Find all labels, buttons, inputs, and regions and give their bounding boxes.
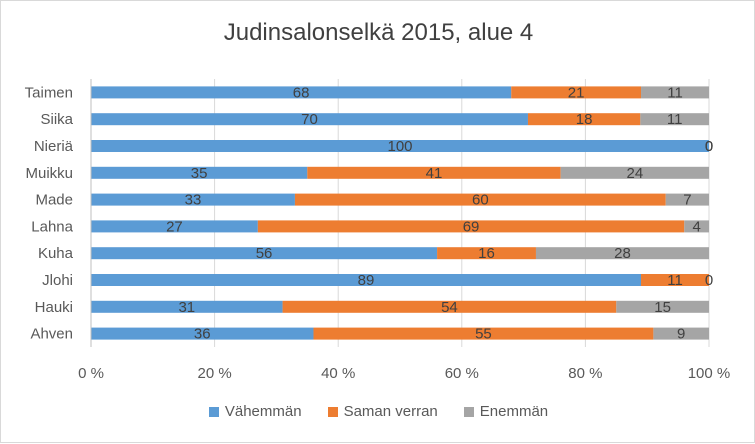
data-label: 11 [667,272,683,289]
data-label: 0 [705,138,713,155]
bar-segment [560,166,709,179]
legend-label: Saman verran [343,403,438,420]
x-tick-label: 80 % [568,365,602,382]
legend-swatch [208,406,219,417]
data-label: 24 [626,165,643,182]
bar-segment [257,220,685,233]
bar-segment [91,300,283,313]
category-label: Lahna [31,218,73,235]
legend-label: Vähemmän [224,403,302,420]
data-label: 7 [683,192,691,209]
category-label: Ahven [30,326,73,343]
category-label: Taimen [25,84,73,101]
bar-segment [641,274,709,286]
legend-label: Enemmän [479,403,549,420]
x-tick-label: 40 % [321,365,355,382]
data-label: 16 [478,245,495,262]
data-label: 41 [426,165,443,182]
bar-segment [684,220,709,233]
data-label: 69 [463,218,480,235]
bar-segment [653,327,709,340]
data-label: 33 [185,192,202,209]
category-label: Jlohi [42,272,73,289]
bar-segment [91,327,314,340]
data-label: 55 [475,326,492,343]
x-tick-label: 20 % [197,365,231,382]
legend-swatch [327,406,338,417]
data-label: 100 [387,138,412,155]
data-label: 11 [667,84,683,101]
data-label: 35 [191,165,208,182]
bar-segment [307,166,561,179]
data-label: 21 [568,84,585,101]
data-label: 18 [576,111,593,128]
bar-segment [91,166,308,179]
data-label: 68 [293,84,310,101]
x-tick-label: 0 % [78,365,104,382]
data-label: 27 [166,218,183,235]
legend-swatch [463,406,474,417]
bar-segment [91,247,438,260]
data-label: 15 [654,299,671,316]
bar-segment [91,193,295,206]
bar-segment [641,86,709,99]
bar-segment [91,274,642,286]
data-label: 56 [256,245,273,262]
bar-segment [91,140,709,152]
x-tick-label: 60 % [445,365,479,382]
bar-segment [640,113,709,126]
data-label: 60 [472,192,489,209]
data-label: 31 [178,299,195,316]
data-label: 89 [358,272,375,289]
category-label: Kuha [38,245,74,262]
category-label: Siika [40,111,73,128]
bar-segment [616,300,709,313]
bar-segment [282,300,617,313]
data-label: 54 [441,299,458,316]
legend-item: Saman verran [327,403,438,420]
bar-segment [527,113,641,126]
data-label: 11 [667,111,683,128]
bar-segment [91,220,258,233]
category-label: Made [35,192,73,209]
bar-segment [313,327,654,340]
bar-segment [91,86,512,99]
category-label: Nieriä [34,138,74,155]
data-label: 0 [705,138,713,155]
data-label: 4 [692,218,700,235]
bar-segment [511,86,642,99]
legend-item: Vähemmän [208,403,302,420]
data-label: 36 [194,326,211,343]
bar-segment [91,113,528,126]
data-label: 70 [301,111,318,128]
x-tick-label: 100 % [688,365,731,382]
bar-segment [665,193,709,206]
data-label: 9 [677,326,685,343]
data-label: 28 [614,245,631,262]
bar-segment [437,247,536,260]
category-label: Hauki [35,299,73,316]
data-label: 0 [705,272,713,289]
bar-segment [535,247,709,260]
legend-item: Enemmän [463,403,549,420]
chart-title: Judinsalonselkä 2015, alue 4 [223,19,534,46]
category-label: Muikku [25,165,73,182]
bar-segment [294,193,666,206]
legend: Vähemmän Saman verran Enemmän [1,403,755,420]
